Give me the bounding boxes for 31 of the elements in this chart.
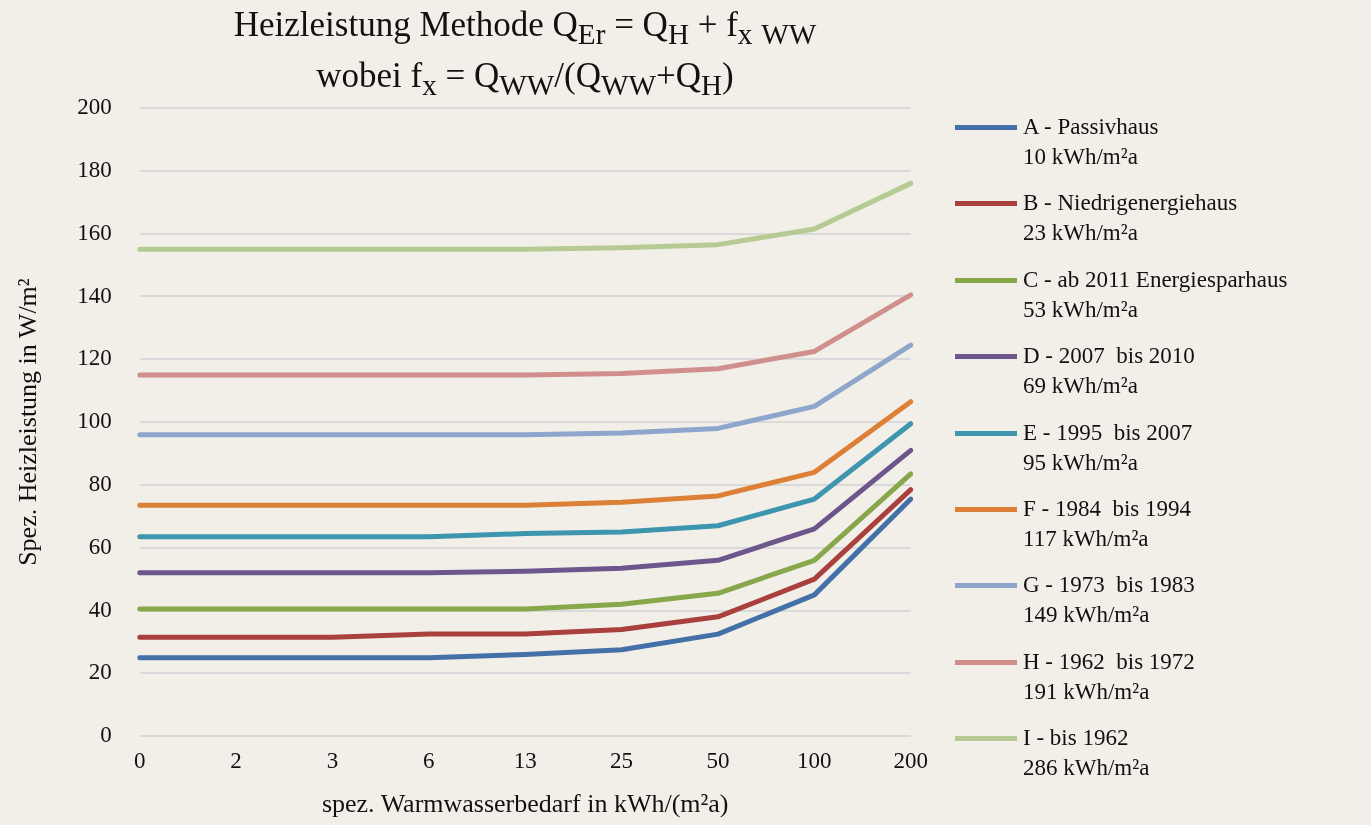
legend-label: B - Niedrigenergiehaus 23 kWh/m²a: [1023, 189, 1238, 248]
legend-label: D - 2007 bis 2010 69 kWh/m²a: [1023, 342, 1195, 401]
y-tick-label: 160: [77, 219, 112, 245]
legend-label: E - 1995 bis 2007 95 kWh/m²a: [1023, 418, 1193, 477]
x-tick-label: 0: [133, 748, 146, 774]
y-tick-label: 60: [88, 533, 112, 559]
y-tick-label: 180: [77, 156, 112, 182]
y-tick-label: 200: [77, 94, 112, 120]
legend-label: F - 1984 bis 1994 117 kWh/m²a: [1023, 494, 1192, 553]
legend-label: I - bis 1962 286 kWh/m²a: [1023, 724, 1150, 783]
legend-label: C - ab 2011 Energiesparhaus 53 kWh/m²a: [1023, 265, 1288, 324]
y-tick-label: 20: [88, 659, 112, 685]
y-tick-label: 0: [100, 722, 112, 748]
y-tick-label: 120: [77, 345, 112, 371]
y-tick-label: 80: [88, 470, 112, 496]
x-axis-title: spez. Warmwasserbedarf in kWh/(m²a): [321, 789, 729, 819]
x-tick-label: 200: [893, 748, 928, 774]
y-axis-title: Spez. Heizleistung in W/m²: [13, 278, 43, 566]
y-tick-label: 140: [77, 282, 112, 308]
x-tick-label: 50: [706, 748, 730, 774]
y-tick-label: 40: [88, 596, 112, 622]
y-tick-label: 100: [77, 408, 112, 434]
x-tick-label: 3: [326, 748, 339, 774]
x-tick-label: 2: [230, 748, 242, 774]
x-tick-label: 6: [423, 748, 435, 774]
legend-label: H - 1962 bis 1972 191 kWh/m²a: [1023, 647, 1195, 706]
legend-label: A - Passivhaus 10 kWh/m²a: [1023, 113, 1159, 171]
x-tick-label: 13: [513, 748, 537, 774]
x-tick-label: 100: [797, 748, 832, 774]
legend-label: G - 1973 bis 1983 149 kWh/m²a: [1023, 571, 1195, 630]
x-tick-label: 25: [610, 748, 634, 774]
